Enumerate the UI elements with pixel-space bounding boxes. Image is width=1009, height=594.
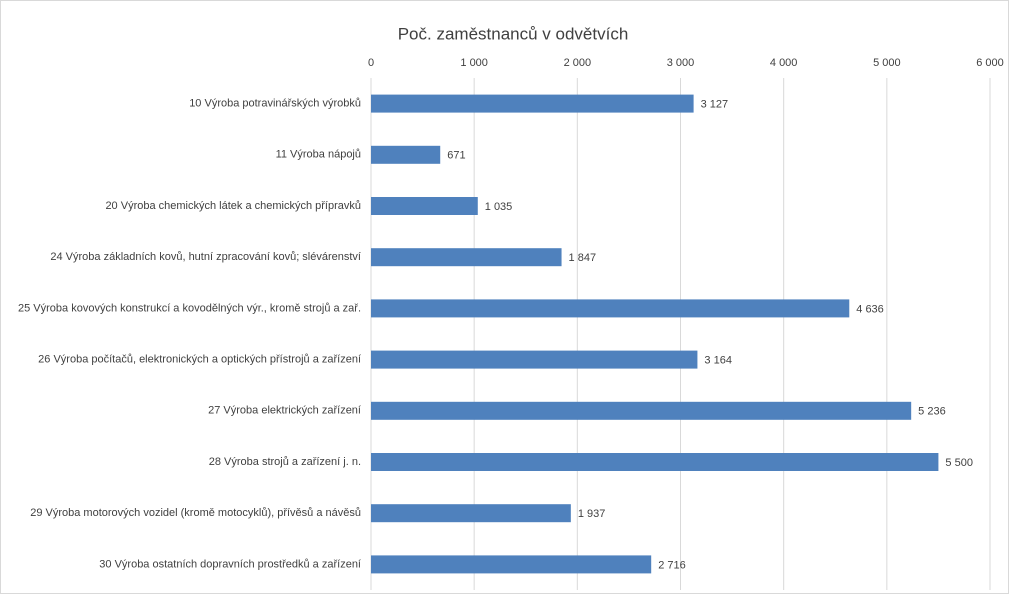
y-tick-label: 26 Výroba počítačů, elektronických a opt… <box>38 354 361 366</box>
chart-title: Poč. zaměstnanců v odvětvích <box>398 24 629 43</box>
value-label: 5 500 <box>945 457 973 469</box>
y-tick-label: 27 Výroba elektrických zařízení <box>208 405 361 417</box>
x-tick-label: 0 <box>368 57 374 69</box>
value-label: 3 127 <box>701 99 729 111</box>
bar <box>371 299 850 318</box>
y-tick-label: 11 Výroba nápojů <box>276 149 361 161</box>
bar <box>371 145 441 164</box>
value-label: 1 847 <box>569 252 597 264</box>
bar <box>371 401 912 420</box>
bar <box>371 197 478 215</box>
y-tick-label: 10 Výroba potravinářských výrobků <box>189 98 361 110</box>
y-tick-label: 25 Výroba kovových konstrukcí a kovoděln… <box>18 302 361 314</box>
y-tick-label: 24 Výroba základních kovů, hutní zpracov… <box>50 251 361 263</box>
y-tick-label: 30 Výroba ostatních dopravních prostředk… <box>99 558 361 570</box>
x-tick-label: 1 000 <box>460 57 488 69</box>
x-tick-label: 2 000 <box>564 57 592 69</box>
bar <box>371 248 562 267</box>
x-tick-label: 3 000 <box>667 57 695 69</box>
bar <box>371 504 571 523</box>
bar <box>371 350 698 369</box>
y-tick-label: 28 Výroba strojů a zařízení j. n. <box>209 456 361 468</box>
x-tick-label: 5 000 <box>873 57 901 69</box>
value-label: 2 716 <box>658 559 686 571</box>
y-tick-label: 29 Výroba motorových vozidel (kromě moto… <box>30 507 361 519</box>
bar <box>371 555 652 574</box>
x-tick-label: 4 000 <box>770 57 798 69</box>
value-label: 4 636 <box>856 303 884 315</box>
value-label: 3 164 <box>704 355 732 367</box>
bar <box>371 453 939 471</box>
bar <box>371 94 694 113</box>
value-label: 1 035 <box>485 201 513 213</box>
value-label: 671 <box>447 150 465 162</box>
y-tick-label: 20 Výroba chemických látek a chemických … <box>105 200 361 212</box>
value-label: 5 236 <box>918 406 946 418</box>
x-tick-label: 6 000 <box>976 57 1004 69</box>
value-label: 1 937 <box>578 508 606 520</box>
